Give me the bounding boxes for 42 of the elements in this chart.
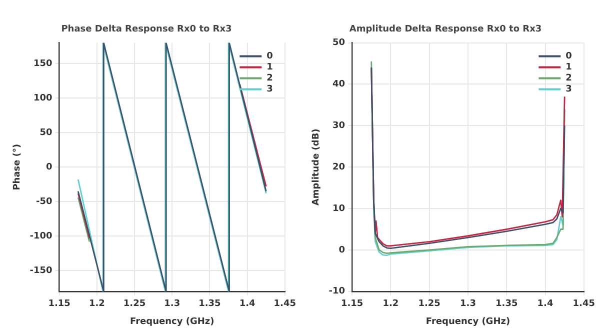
y-tick-label: 100 <box>34 93 52 104</box>
x-axis-title: Frequency (GHz) <box>130 316 214 327</box>
x-tick-label: 1.2 <box>382 299 399 310</box>
x-tick-label: 1.35 <box>198 299 221 310</box>
x-axis-title: Frequency (GHz) <box>426 316 510 327</box>
y-tick-label: 30 <box>332 121 346 132</box>
x-tick-label: 1.4 <box>239 299 256 310</box>
y-tick-label: -150 <box>30 266 52 276</box>
x-tick-label: 1.35 <box>496 299 518 310</box>
x-tick-label: 1.2 <box>88 299 105 310</box>
y-axis-title: Amplitude (dB) <box>312 128 322 206</box>
legend-label: 2 <box>266 74 273 84</box>
y-tick-label: -100 <box>30 232 52 242</box>
y-tick-label: 40 <box>332 80 346 90</box>
y-tick-label: -50 <box>36 196 52 207</box>
x-tick-label: 1.15 <box>340 299 364 310</box>
legend-label: 0 <box>566 52 572 62</box>
y-tick-label: 50 <box>332 38 346 48</box>
x-tick-label: 1.3 <box>460 299 476 310</box>
y-tick-label: 50 <box>40 128 52 138</box>
x-tick-label: 1.45 <box>274 299 296 310</box>
x-tick-label: 1.3 <box>164 299 180 310</box>
y-tick-label: 10 <box>332 204 346 214</box>
y-tick-label: -10 <box>328 286 346 297</box>
x-tick-label: 1.15 <box>48 299 70 310</box>
x-tick-label: 1.25 <box>418 299 440 310</box>
x-tick-label: 1.45 <box>572 299 596 310</box>
x-tick-label: 1.4 <box>537 299 554 310</box>
y-tick-label: 0 <box>338 245 346 256</box>
legend-label: 1 <box>266 62 273 73</box>
legend-label: 1 <box>566 62 572 73</box>
chart-title: Phase Delta Response Rx0 to Rx3 <box>61 24 232 35</box>
x-tick-label: 1.25 <box>123 299 146 310</box>
y-tick-label: 150 <box>34 58 52 69</box>
chart-title: Amplitude Delta Response Rx0 to Rx3 <box>349 24 542 35</box>
y-axis-title: Phase (°) <box>12 144 23 190</box>
legend-label: 3 <box>266 84 273 95</box>
y-tick-label: 0 <box>46 162 52 172</box>
legend-label: 2 <box>566 74 572 84</box>
legend-label: 3 <box>566 84 572 95</box>
y-tick-label: 20 <box>332 162 346 172</box>
legend-label: 0 <box>266 52 273 62</box>
